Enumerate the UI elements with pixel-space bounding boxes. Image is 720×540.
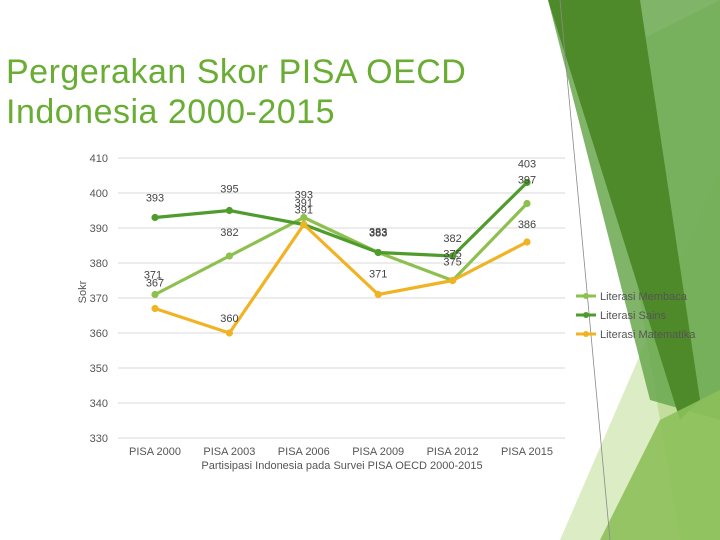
decor-dark-strip [548,0,700,420]
data-label: 386 [518,219,536,231]
data-point [300,220,308,229]
x-tick-label: PISA 2000 [129,446,181,458]
data-label: 371 [144,270,162,282]
title-line-1: Pergerakan Skor PISA OECD [6,53,467,91]
y-tick-label: 400 [90,188,108,200]
series-line-0 [154,202,529,296]
page-title: Pergerakan Skor PISA OECD Indonesia 2000… [6,52,566,132]
y-tick-label: 390 [90,223,108,235]
data-point [523,199,531,208]
data-point [449,276,457,285]
data-label: 393 [295,190,313,202]
legend-marker [583,293,589,299]
data-point [151,213,159,222]
data-point [449,252,457,260]
data-label: 391 [295,205,313,217]
data-label: 367 [146,278,164,290]
x-tick-label: PISA 2012 [427,446,479,458]
data-point [374,290,382,299]
data-point [225,252,233,260]
x-tick-label: PISA 2006 [278,446,330,458]
data-label: 397 [518,175,536,187]
y-tick-label: 340 [90,398,108,410]
y-tick-label: 360 [90,328,108,340]
series-lines [151,178,531,337]
data-label: 382 [443,233,461,245]
data-label: 371 [369,269,387,281]
x-tick-label: PISA 2003 [203,446,255,458]
data-label: 383 [369,228,387,240]
legend-label: Literasi Membaca [600,291,688,303]
y-tick-label: 410 [90,153,108,165]
series-line-1 [154,181,529,258]
y-axis-title: Sokr [77,280,89,303]
y-tick-label: 380 [90,258,108,270]
legend-label: Literasi Matematika [600,329,696,341]
data-point [151,304,159,313]
legend-marker [583,331,589,337]
data-label: 360 [220,313,238,325]
data-point [225,206,233,215]
data-label: 393 [146,193,164,205]
y-tick-label: 370 [90,293,108,305]
legend-label: Literasi Sains [600,310,667,322]
legend-marker [583,312,589,318]
title-line-2: Indonesia 2000-2015 [6,93,335,131]
data-point [225,329,233,337]
gridlines [118,157,565,439]
data-point [151,290,159,299]
x-axis-ticks: PISA 2000 PISA 2003 PISA 2006 PISA 2009 PISA… [129,446,553,458]
y-tick-label: 330 [90,433,108,445]
data-point [374,248,382,257]
data-label: 395 [220,184,238,196]
decor-thin-line [559,0,611,540]
decor-bottom-strip [600,390,720,540]
legend: Literasi Membaca Literasi Sains Literasi M… [576,291,696,341]
data-label: 375 [443,257,461,269]
y-tick-label: 350 [90,363,108,375]
data-point [523,178,531,187]
x-tick-label: PISA 2009 [352,446,404,458]
data-label: 383 [369,227,387,239]
data-point [523,238,531,246]
data-label: 403 [518,159,536,171]
series-line-2 [154,222,528,335]
x-axis-title: Partisipasi Indonesia pada Survei PISA O… [201,460,482,472]
x-tick-label: PISA 2015 [501,446,553,458]
data-point [300,213,308,222]
data-label: 382 [220,227,238,239]
y-axis-ticks: 330 340 350 360 370 380 390 400 410 [90,153,108,445]
data-label: 391 [295,198,313,210]
data-label: 375 [443,249,461,261]
